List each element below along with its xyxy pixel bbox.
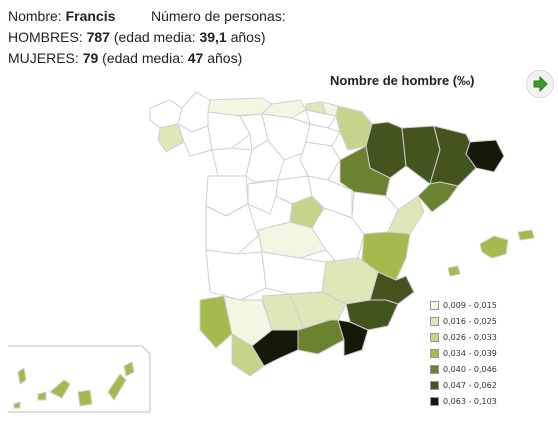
- province-menorca[interactable]: [517, 229, 535, 241]
- name-line: Nombre: Francis: [8, 6, 266, 27]
- province-zamora[interactable]: [211, 147, 253, 177]
- legend-item: 0,016 - 0,025: [430, 313, 497, 329]
- province-soria[interactable]: [299, 141, 341, 181]
- province-cadiz[interactable]: [231, 333, 265, 377]
- green-arrow-right-icon: [533, 75, 548, 93]
- legend-item: 0,063 - 0,103: [430, 393, 497, 409]
- legend-label: 0,026 - 0,033: [443, 332, 497, 342]
- legend-label: 0,047 - 0,062: [443, 380, 497, 390]
- men-count: 787: [86, 29, 110, 45]
- province-barcelona[interactable]: [429, 125, 477, 187]
- legend-swatch: [430, 380, 439, 390]
- men-line: HOMBRES: 787 (edad media: 39,1 años): [8, 27, 266, 48]
- summary-info: Nombre: Francis HOMBRES: 787 (edad media…: [8, 6, 266, 69]
- men-age-suffix: años): [230, 29, 266, 45]
- legend-label: 0,063 - 0,103: [443, 396, 497, 406]
- legend-item: 0,040 - 0,046: [430, 361, 497, 377]
- women-line: MUJERES: 79 (edad media: 47 años): [8, 48, 266, 69]
- province-el-hierro[interactable]: [13, 401, 21, 409]
- legend-label: 0,016 - 0,025: [443, 316, 497, 326]
- women-label: MUJERES:: [8, 50, 79, 66]
- women-count: 79: [82, 50, 99, 66]
- province-castellon[interactable]: [387, 195, 425, 235]
- legend-item: 0,026 - 0,033: [430, 329, 497, 345]
- province-gran-canaria[interactable]: [77, 389, 93, 407]
- legend-item: 0,009 - 0,015: [430, 297, 497, 313]
- map-title: Nombre de hombre (‰): [330, 73, 475, 88]
- province-navarra[interactable]: [335, 105, 373, 151]
- legend-label: 0,040 - 0,046: [443, 364, 497, 374]
- legend-swatch: [430, 396, 439, 406]
- persons-label: Número de personas:: [151, 8, 286, 24]
- legend-swatch: [430, 348, 439, 358]
- next-map-button[interactable]: [526, 70, 554, 98]
- men-age-prefix: (edad media:: [113, 29, 196, 45]
- men-age: 39,1: [199, 29, 227, 45]
- province-zaragoza[interactable]: [339, 145, 391, 197]
- legend-swatch: [430, 316, 439, 326]
- men-label: HOMBRES:: [8, 29, 83, 45]
- canary-inset-frame: [8, 345, 151, 413]
- province-ciudad-real[interactable]: [261, 251, 327, 295]
- name-label: Nombre:: [8, 8, 62, 24]
- province-pontevedra[interactable]: [157, 123, 185, 153]
- province-lanzarote[interactable]: [123, 361, 135, 377]
- province-la-palma[interactable]: [17, 367, 27, 385]
- women-age-suffix: años): [207, 50, 243, 66]
- province-huelva[interactable]: [199, 295, 233, 349]
- legend-item: 0,034 - 0,039: [430, 345, 497, 361]
- legend-swatch: [430, 364, 439, 374]
- name-value: Francis: [65, 8, 116, 24]
- legend-item: 0,047 - 0,062: [430, 377, 497, 393]
- legend-label: 0,034 - 0,039: [443, 348, 497, 358]
- legend-label: 0,009 - 0,015: [443, 300, 497, 310]
- province-avila[interactable]: [247, 179, 279, 215]
- women-age-prefix: (edad media:: [102, 50, 184, 66]
- map-legend: 0,009 - 0,015 0,016 - 0,025 0,026 - 0,033 0…: [430, 297, 497, 409]
- province-almeria[interactable]: [337, 319, 369, 357]
- province-ibiza[interactable]: [447, 265, 461, 277]
- province-badajoz[interactable]: [205, 249, 267, 301]
- province-alava[interactable]: [305, 109, 337, 129]
- province-lugo[interactable]: [177, 91, 211, 133]
- province-la-gomera[interactable]: [37, 391, 47, 401]
- legend-swatch: [430, 332, 439, 342]
- province-fuerteventura[interactable]: [107, 373, 127, 401]
- legend-swatch: [430, 300, 439, 310]
- province-tenerife[interactable]: [49, 379, 71, 399]
- province-la-rioja[interactable]: [305, 123, 341, 147]
- province-tarragona[interactable]: [417, 181, 459, 213]
- province-mallorca[interactable]: [479, 235, 509, 259]
- province-cantabria[interactable]: [261, 99, 307, 119]
- province-valencia[interactable]: [361, 231, 411, 281]
- women-age: 47: [187, 50, 204, 66]
